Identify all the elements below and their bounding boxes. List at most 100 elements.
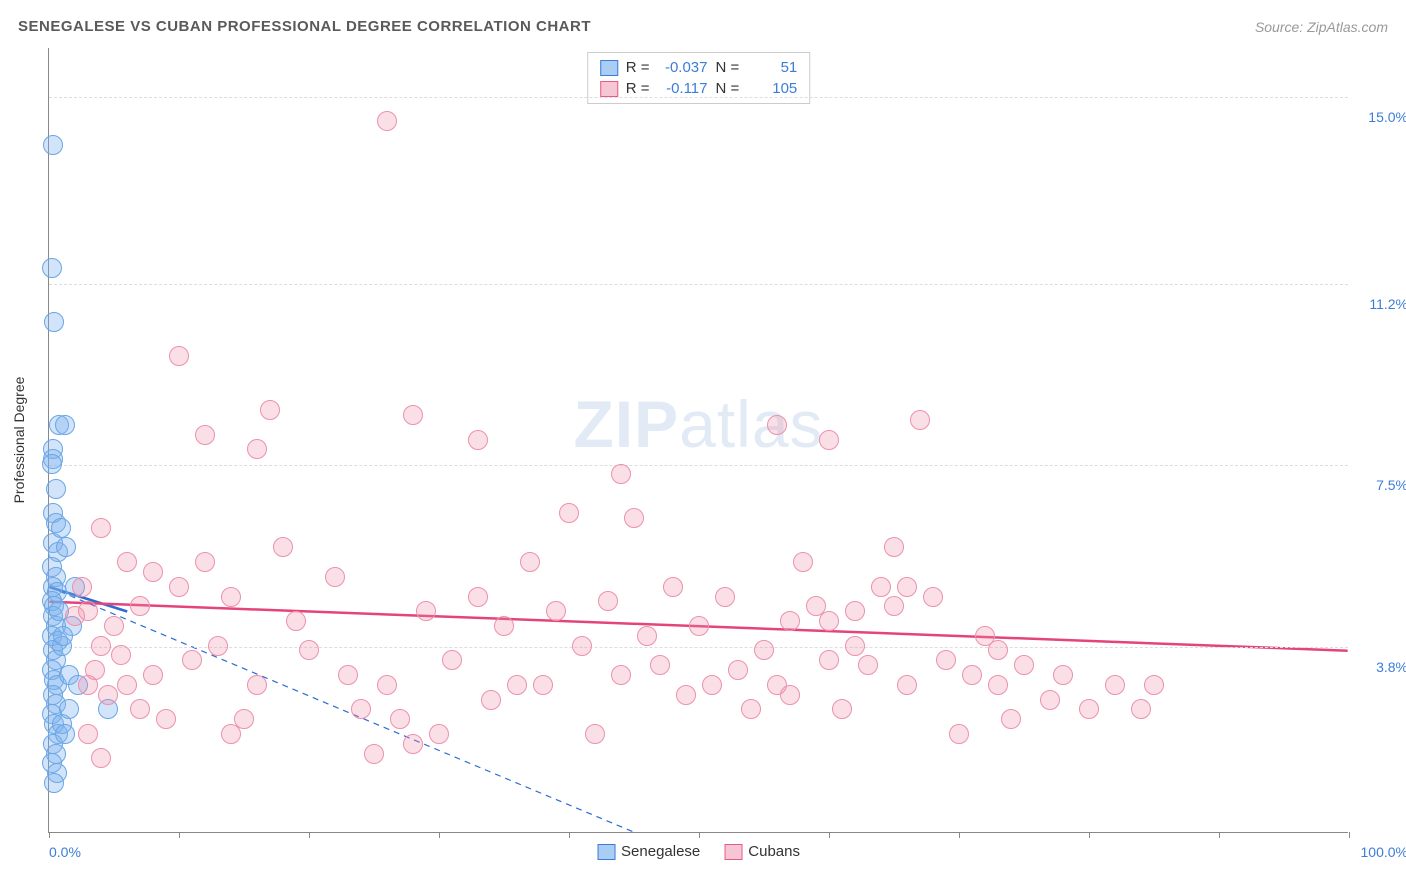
data-point xyxy=(91,518,111,538)
data-point xyxy=(1144,675,1164,695)
data-point xyxy=(923,587,943,607)
data-point xyxy=(962,665,982,685)
data-point xyxy=(858,655,878,675)
data-point xyxy=(208,636,228,656)
data-point xyxy=(65,606,85,626)
data-point xyxy=(689,616,709,636)
data-point xyxy=(377,675,397,695)
data-point xyxy=(572,636,592,656)
x-tick xyxy=(569,832,570,838)
data-point xyxy=(468,587,488,607)
data-point xyxy=(624,508,644,528)
data-point xyxy=(221,587,241,607)
data-point xyxy=(1053,665,1073,685)
r-value: -0.037 xyxy=(658,59,708,76)
data-point xyxy=(416,601,436,621)
data-point xyxy=(754,640,774,660)
data-point xyxy=(377,111,397,131)
legend-swatch xyxy=(597,844,615,860)
data-point xyxy=(988,640,1008,660)
data-point xyxy=(247,675,267,695)
data-point xyxy=(650,655,670,675)
x-tick xyxy=(699,832,700,838)
data-point xyxy=(78,675,98,695)
n-value: 105 xyxy=(747,80,797,97)
r-value: -0.117 xyxy=(658,80,708,97)
data-point xyxy=(819,650,839,670)
grid-line xyxy=(49,97,1348,98)
data-point xyxy=(169,577,189,597)
data-point xyxy=(247,439,267,459)
data-point xyxy=(130,699,150,719)
data-point xyxy=(111,645,131,665)
data-point xyxy=(845,636,865,656)
data-point xyxy=(559,503,579,523)
x-tick xyxy=(1219,832,1220,838)
data-point xyxy=(143,665,163,685)
data-point xyxy=(59,699,79,719)
y-tick-label: 3.8% xyxy=(1353,659,1406,675)
data-point xyxy=(390,709,410,729)
data-point xyxy=(351,699,371,719)
data-point xyxy=(43,135,63,155)
data-point xyxy=(182,650,202,670)
legend-row: R = -0.117 N = 105 xyxy=(600,78,798,99)
x-axis-min-label: 0.0% xyxy=(49,844,81,860)
data-point xyxy=(403,405,423,425)
data-point xyxy=(884,537,904,557)
data-point xyxy=(56,537,76,557)
data-point xyxy=(338,665,358,685)
data-point xyxy=(55,724,75,744)
data-point xyxy=(676,685,696,705)
data-point xyxy=(53,626,73,646)
data-point xyxy=(98,685,118,705)
legend-swatch xyxy=(600,81,618,97)
data-point xyxy=(78,724,98,744)
data-point xyxy=(546,601,566,621)
data-point xyxy=(494,616,514,636)
r-label: R = xyxy=(626,80,650,97)
data-point xyxy=(598,591,618,611)
data-point xyxy=(260,400,280,420)
data-point xyxy=(104,616,124,636)
data-point xyxy=(780,611,800,631)
data-point xyxy=(72,577,92,597)
chart-title: SENEGALESE VS CUBAN PROFESSIONAL DEGREE … xyxy=(18,18,591,35)
data-point xyxy=(1131,699,1151,719)
data-point xyxy=(897,577,917,597)
data-point xyxy=(663,577,683,597)
data-point xyxy=(1014,655,1034,675)
data-point xyxy=(741,699,761,719)
data-point xyxy=(46,479,66,499)
x-tick xyxy=(49,832,50,838)
data-point xyxy=(195,425,215,445)
legend-item: Senegalese xyxy=(597,843,700,860)
data-point xyxy=(533,675,553,695)
data-point xyxy=(273,537,293,557)
grid-line xyxy=(49,647,1348,648)
data-point xyxy=(728,660,748,680)
y-tick-label: 7.5% xyxy=(1353,477,1406,493)
data-point xyxy=(1079,699,1099,719)
data-point xyxy=(143,562,163,582)
data-point xyxy=(429,724,449,744)
data-point xyxy=(936,650,956,670)
data-point xyxy=(949,724,969,744)
data-point xyxy=(325,567,345,587)
data-point xyxy=(221,724,241,744)
data-point xyxy=(819,430,839,450)
data-point xyxy=(286,611,306,631)
y-tick-label: 11.2% xyxy=(1353,296,1406,312)
n-value: 51 xyxy=(747,59,797,76)
x-tick xyxy=(439,832,440,838)
x-tick xyxy=(829,832,830,838)
n-label: N = xyxy=(716,80,740,97)
x-tick xyxy=(959,832,960,838)
grid-line xyxy=(49,465,1348,466)
grid-line xyxy=(49,284,1348,285)
data-point xyxy=(117,552,137,572)
legend-item: Cubans xyxy=(724,843,800,860)
data-point xyxy=(897,675,917,695)
data-point xyxy=(403,734,423,754)
legend-label: Cubans xyxy=(748,843,800,860)
